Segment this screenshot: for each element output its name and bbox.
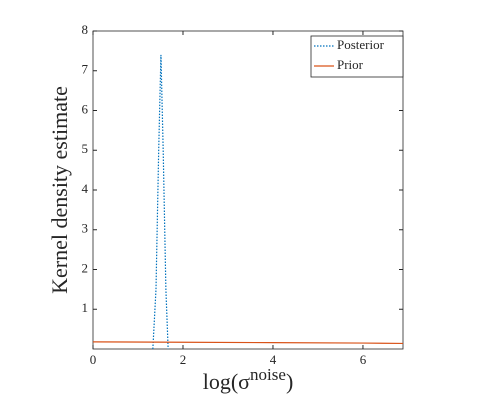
series-line	[152, 54, 169, 350]
x-label-base: log(σ	[203, 369, 250, 394]
y-tick-label: 7	[82, 62, 89, 77]
y-axis-label: Kernel density estimate	[47, 86, 72, 294]
x-tick-label: 4	[270, 352, 277, 367]
x-tick-label: 0	[90, 352, 97, 367]
x-tick-label: 2	[180, 352, 187, 367]
y-tick-label: 8	[82, 22, 89, 37]
y-tick-label: 3	[82, 221, 89, 236]
x-tick-label: 6	[360, 352, 367, 367]
plot-box	[92, 30, 404, 350]
y-tick-label: 1	[82, 300, 89, 315]
legend-label: Prior	[337, 57, 364, 72]
series-line	[92, 341, 404, 345]
x-axis-label: log(σnoise)	[203, 365, 294, 394]
y-tick-label: 5	[82, 141, 89, 156]
y-tick-label: 6	[82, 101, 89, 116]
y-tick-label: 2	[82, 260, 89, 275]
legend-label: Posterior	[337, 37, 385, 52]
legend-box	[310, 35, 404, 78]
y-tick-label: 4	[82, 181, 89, 196]
x-label-sup: noise	[250, 365, 286, 384]
x-label-end: )	[286, 369, 293, 394]
